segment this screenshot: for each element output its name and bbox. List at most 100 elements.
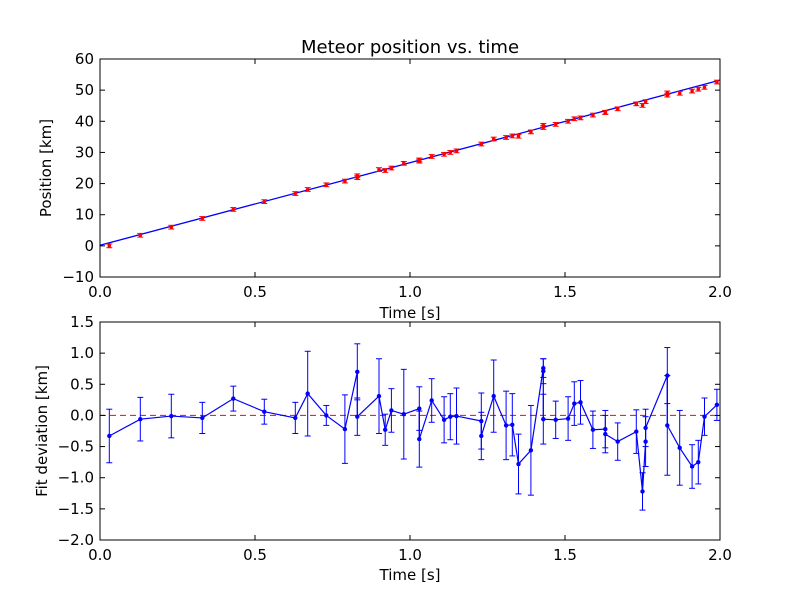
deviation-point <box>634 429 639 434</box>
deviation-point <box>714 402 720 408</box>
deviation-point <box>200 415 205 421</box>
deviation-plot-y-axis-label: Fit deviation [km] <box>33 365 51 497</box>
deviation-point <box>528 448 534 453</box>
deviation-plot-y-ticks: −2.0 −1.5 −1.0 −0.5 0.0 0.5 1.0 1.5 <box>58 313 720 549</box>
data-point <box>715 80 719 84</box>
deviation-point <box>553 417 558 422</box>
deviation-point <box>578 400 583 405</box>
data-point <box>479 142 484 146</box>
deviation-point <box>565 416 571 421</box>
position-plot-marks <box>99 79 721 249</box>
data-point <box>343 179 347 183</box>
data-point <box>702 85 707 90</box>
deviation-plot-x-tick-label: 2.0 <box>708 546 732 564</box>
deviation-plot-y-tick-label: 1.5 <box>70 313 94 331</box>
position-plot-x-tick-label: 2.0 <box>708 283 732 301</box>
deviation-point <box>262 409 267 414</box>
deviation-point <box>293 415 298 421</box>
data-point <box>417 158 422 162</box>
deviation-plot-y-tick-label: 1.0 <box>70 344 94 362</box>
deviation-point <box>441 417 447 422</box>
position-plot-title: Meteor position vs. time <box>301 37 519 58</box>
deviation-point <box>169 413 174 419</box>
deviation-point <box>383 427 388 432</box>
deviation-point <box>503 423 509 428</box>
position-plot-x-tick-label: 0.0 <box>88 283 112 301</box>
position-plot-y-tick-label: 60 <box>75 50 94 68</box>
data-point <box>566 119 570 124</box>
data-point <box>553 122 558 127</box>
data-point <box>442 152 446 157</box>
deviation-plot-x-tick-label: 1.5 <box>553 546 577 564</box>
deviation-point <box>572 401 577 406</box>
deviation-point <box>417 406 422 411</box>
position-plot-y-tick-label: −10 <box>62 268 94 286</box>
deviation-point <box>689 464 695 469</box>
deviation-point <box>603 431 608 437</box>
data-point <box>429 154 434 159</box>
deviation-point <box>401 411 406 417</box>
deviation-point <box>510 422 515 427</box>
data-point <box>615 107 620 111</box>
data-point <box>138 233 143 238</box>
deviation-point <box>640 489 645 494</box>
deviation-point <box>389 408 394 413</box>
deviation-plot-y-tick-label: −1.0 <box>58 469 94 487</box>
data-point <box>640 103 645 108</box>
position-plot-y-tick-label: 20 <box>75 175 94 193</box>
data-point <box>324 183 329 187</box>
deviation-point <box>516 461 521 467</box>
data-point <box>200 216 205 221</box>
deviation-point <box>429 398 434 403</box>
position-plot-y-tick-label: 40 <box>75 112 94 130</box>
data-point <box>377 167 381 172</box>
position-plot-y-tick-label: 50 <box>75 81 94 99</box>
deviation-point <box>665 423 670 428</box>
deviation-point <box>231 396 236 401</box>
position-plot-x-tick-label: 1.5 <box>553 283 577 301</box>
data-point <box>541 125 546 130</box>
deviation-plot-y-tick-label: 0.5 <box>70 375 94 393</box>
data-point <box>383 168 388 173</box>
deviation-point <box>417 436 422 442</box>
data-point <box>516 134 521 139</box>
data-point <box>634 102 639 106</box>
position-plot-x-axis-label: Time [s] <box>379 304 441 322</box>
data-point <box>677 91 682 96</box>
position-plot-y-ticks: −10 0 10 20 30 40 50 60 <box>62 50 720 286</box>
position-plot-y-tick-label: 10 <box>75 206 94 224</box>
deviation-plot-marks <box>100 343 720 511</box>
deviation-point <box>643 425 648 431</box>
deviation-point <box>702 414 707 419</box>
deviation-point <box>615 439 620 444</box>
data-point <box>305 187 310 192</box>
deviation-point <box>355 414 360 419</box>
position-plot-x-ticks: 0.0 0.5 1.0 1.5 2.0 <box>88 59 732 301</box>
deviation-point <box>491 393 496 399</box>
position-plot-x-tick-label: 1.0 <box>398 283 422 301</box>
deviation-point <box>324 413 329 418</box>
deviation-point <box>454 413 459 419</box>
data-point <box>293 191 298 196</box>
deviation-point <box>590 427 596 432</box>
data-point <box>690 89 694 93</box>
data-point <box>448 150 453 155</box>
data-point <box>696 87 701 92</box>
position-plot-x-tick-label: 0.5 <box>243 283 267 301</box>
deviation-plot-x-ticks: 0.0 0.5 1.0 1.5 2.0 <box>88 322 732 564</box>
position-plot: Meteor position vs. time 0.0 0.5 1.0 1.5 2.0… <box>37 37 732 322</box>
position-plot-y-tick-label: 0 <box>84 237 94 255</box>
deviation-point <box>107 433 112 439</box>
data-point <box>572 116 577 121</box>
deviation-plot-y-tick-label: −0.5 <box>58 438 94 456</box>
data-point <box>491 137 496 141</box>
data-point <box>355 175 360 180</box>
deviation-plot-y-tick-label: −2.0 <box>58 531 94 549</box>
deviation-plot: 0.0 0.5 1.0 1.5 2.0 −2.0 −1.5 −1.0 −0.5 0.0 0.5 1.… <box>33 313 732 584</box>
deviation-point <box>376 393 382 399</box>
deviation-plot-x-tick-label: 0.0 <box>88 546 112 564</box>
deviation-plot-x-tick-label: 1.0 <box>398 546 422 564</box>
deviation-point <box>355 369 360 375</box>
